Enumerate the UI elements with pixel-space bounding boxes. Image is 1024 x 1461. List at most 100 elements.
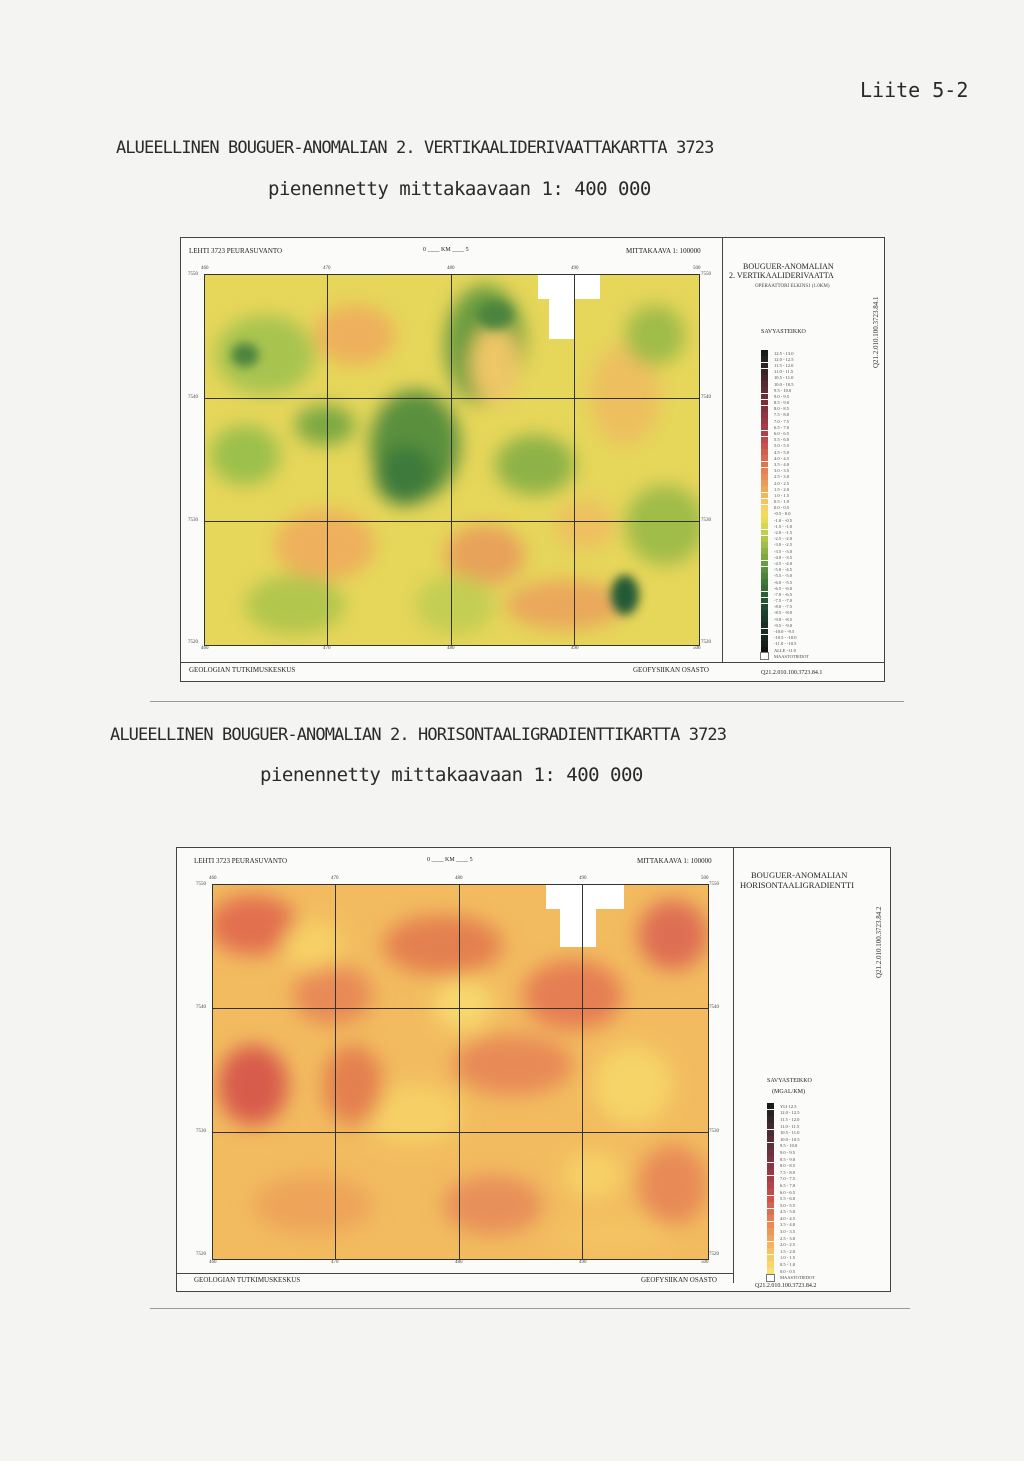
legend-label: 9.0 - 9.5 bbox=[774, 393, 789, 399]
legend-swatch bbox=[761, 554, 768, 561]
legend-swatch bbox=[761, 572, 768, 579]
legend-row: -3.5 - -3.0 bbox=[761, 548, 809, 554]
legend-label: 7.5 - 8.0 bbox=[774, 412, 789, 418]
legend-swatch bbox=[761, 362, 768, 369]
legend-swatch bbox=[761, 350, 768, 356]
legend-swatch bbox=[761, 480, 768, 486]
legend-label: -2.5 - -2.0 bbox=[774, 536, 792, 542]
legend-row: 8.0 - 8.5 bbox=[767, 1162, 815, 1169]
legend-label: 11.0 - 11.5 bbox=[774, 369, 794, 375]
legend-swatch bbox=[767, 1268, 774, 1275]
legend-swatch bbox=[761, 473, 768, 480]
legend-swatch bbox=[761, 424, 768, 431]
legend-row: 9.5 - 10.0 bbox=[761, 387, 809, 394]
legend-swatch bbox=[761, 622, 768, 629]
legend-label: 10.0 - 10.5 bbox=[780, 1136, 800, 1142]
legend-swatch bbox=[761, 616, 768, 623]
legend-swatch bbox=[767, 1109, 774, 1116]
legend-swatch bbox=[761, 566, 768, 573]
map2-color-scale-unit: (MGAL/KM) bbox=[772, 1089, 805, 1095]
legend-swatch bbox=[761, 634, 768, 641]
legend-row: -9.5 - -9.0 bbox=[761, 622, 809, 629]
legend-row: 6.5 - 7.0 bbox=[767, 1182, 815, 1189]
legend-row: 1.0 - 1.5 bbox=[761, 492, 809, 499]
legend-swatch bbox=[761, 356, 768, 363]
legend-swatch bbox=[767, 1116, 774, 1123]
map1-legend-subtitle: OPERAATTORI ELKINS1 (1.0KM) bbox=[755, 284, 830, 289]
map1-scale: MITTAKAAVA 1: 100000 bbox=[626, 247, 701, 255]
legend-row: -10.0 - -9.5 bbox=[761, 628, 809, 635]
map2-raster bbox=[212, 884, 709, 1260]
map2-code-bottom: Q21.2.010.100.3723.84.2 bbox=[755, 1283, 817, 1289]
legend-label: 0.5 - 1.0 bbox=[780, 1262, 795, 1268]
map2-y-tick: 7530 bbox=[196, 1129, 206, 1134]
map2-code-side: Q21.2.010.100.3723.84.2 bbox=[875, 906, 883, 978]
grid-line bbox=[335, 885, 336, 1259]
legend-swatch bbox=[767, 1169, 774, 1176]
map1-scale-bar: 0 ____ KM ____ 5 bbox=[423, 247, 469, 253]
legend-swatch bbox=[761, 381, 768, 387]
legend-label: -5.5 - -5.0 bbox=[774, 573, 792, 579]
map2-subheading: pienennetty mittakaavaan 1: 400 000 bbox=[260, 764, 643, 786]
legend-row: 9.0 - 9.5 bbox=[767, 1149, 815, 1156]
legend-label: 9.5 - 10.0 bbox=[774, 387, 792, 393]
legend-swatch bbox=[761, 492, 768, 499]
legend-label: 1.5 - 2.0 bbox=[780, 1248, 795, 1254]
grid-line bbox=[451, 275, 452, 645]
legend-row: -2.5 - -2.0 bbox=[761, 535, 809, 542]
legend-row: 1.5 - 2.0 bbox=[761, 486, 809, 493]
map2-x-tick: 500 bbox=[701, 876, 709, 881]
map1-x-tick: 490 bbox=[571, 266, 579, 271]
legend-swatch bbox=[767, 1228, 774, 1235]
legend-swatch bbox=[767, 1188, 774, 1196]
map2-scale-bar: 0 ____ KM ____ 5 bbox=[427, 857, 473, 863]
legend-swatch bbox=[767, 1175, 774, 1182]
map2-y-tick: 7550 bbox=[709, 882, 719, 887]
legend-row: 9.0 - 9.5 bbox=[761, 393, 809, 400]
map2-footer-left: GEOLOGIAN TUTKIMUSKESKUS bbox=[194, 1276, 301, 1284]
map1-legend-title-1: BOUGUER-ANOMALIAN bbox=[743, 262, 834, 271]
legend-label: 2.0 - 2.5 bbox=[774, 480, 789, 486]
legend-label: 4.0 - 4.5 bbox=[774, 455, 789, 461]
legend-row: 10.0 - 10.5 bbox=[761, 381, 809, 387]
map1-y-tick: 7550 bbox=[188, 272, 198, 277]
legend-label: 5.5 - 6.0 bbox=[780, 1196, 795, 1202]
grid-line bbox=[574, 275, 575, 645]
legend-swatch bbox=[761, 517, 768, 524]
legend-label: 7.0 - 7.5 bbox=[774, 418, 789, 424]
legend-label: -6.5 - -6.0 bbox=[774, 585, 792, 591]
legend-row: 9.5 - 10.0 bbox=[767, 1142, 815, 1150]
legend-label: 8.5 - 9.0 bbox=[774, 400, 789, 406]
map2-x-tick: 480 bbox=[455, 1260, 463, 1265]
legend-row: -9.0 - -8.5 bbox=[761, 616, 809, 623]
legend-row: -3.0 - -2.5 bbox=[761, 542, 809, 548]
legend-row: -5.5 - -5.0 bbox=[761, 572, 809, 579]
legend-label: -5.0 - -4.5 bbox=[774, 567, 792, 573]
legend-swatch bbox=[767, 1235, 774, 1242]
legend-row: 2.5 - 3.0 bbox=[767, 1235, 815, 1242]
map2-scale: MITTAKAAVA 1: 100000 bbox=[637, 857, 712, 865]
legend-row: 12.0 - 12.5 bbox=[767, 1109, 815, 1117]
legend-swatch bbox=[767, 1215, 774, 1222]
legend-row: 7.0 - 7.5 bbox=[767, 1175, 815, 1183]
legend-swatch bbox=[761, 504, 768, 511]
legend-label: -8.5 - -8.0 bbox=[774, 610, 792, 616]
legend-label: -11.0 - -10.5 bbox=[774, 641, 797, 647]
legend-swatch bbox=[767, 1241, 774, 1248]
legend-swatch bbox=[761, 529, 768, 536]
map2-x-tick: 470 bbox=[331, 876, 339, 881]
legend-swatch bbox=[761, 449, 768, 455]
legend-swatch bbox=[767, 1195, 774, 1202]
legend-label: -1.0 - -0.5 bbox=[774, 517, 792, 523]
legend-swatch bbox=[767, 1208, 774, 1215]
legend-label: 5.5 - 6.0 bbox=[774, 437, 789, 443]
legend-swatch bbox=[761, 467, 768, 474]
legend-row: 2.5 - 3.0 bbox=[761, 473, 809, 480]
map1-x-tick: 490 bbox=[571, 646, 579, 651]
map2-sheet-label: LEHTI 3723 PEURASUVANTO bbox=[194, 857, 288, 865]
map1-code-bottom: Q21.2.010.100.3723.84.1 bbox=[761, 670, 823, 676]
legend-label: 8.0 - 8.5 bbox=[774, 406, 789, 412]
map2-x-tick: 490 bbox=[579, 876, 587, 881]
legend-row: 4.0 - 4.5 bbox=[761, 455, 809, 462]
legend-row: 0.0 - 0.5 bbox=[767, 1268, 815, 1275]
